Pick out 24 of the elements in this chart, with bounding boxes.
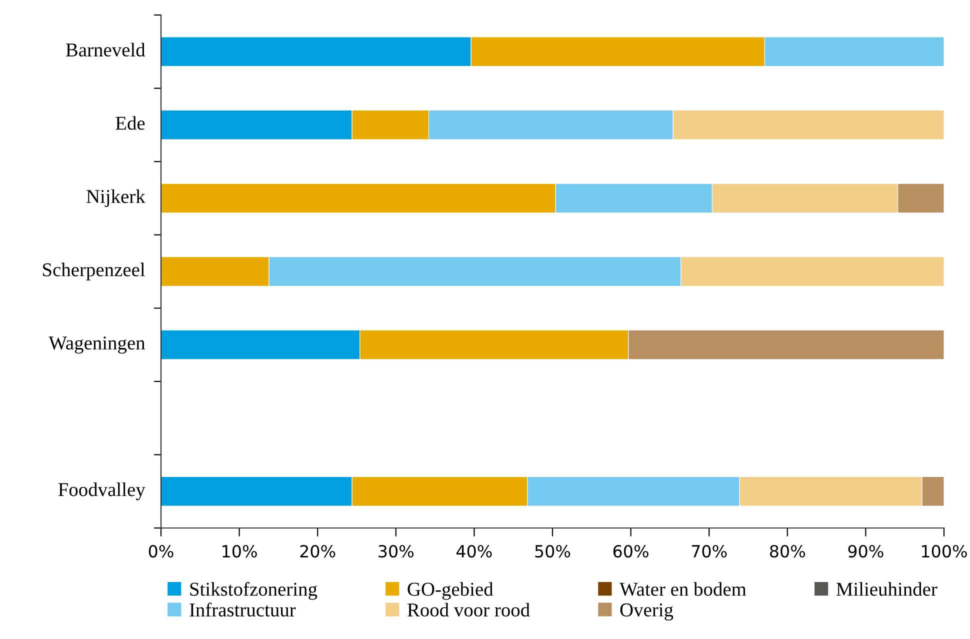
x-tick-label: 70% bbox=[692, 544, 727, 558]
x-tick-label: 0% bbox=[148, 544, 174, 558]
y-tick-label: Nijkerk bbox=[86, 189, 146, 208]
legend-label: Milieuhinder bbox=[836, 582, 938, 596]
legend-label: GO-gebied bbox=[408, 582, 494, 600]
x-tick-label: 90% bbox=[848, 544, 884, 558]
legend-label: Rood voor rood bbox=[408, 602, 530, 617]
y-tick-label: Barneveld bbox=[66, 42, 146, 57]
legend-label: Stikstofzonering bbox=[190, 582, 318, 600]
x-tick-label: 100% bbox=[922, 544, 967, 558]
x-tick-label: 40% bbox=[456, 544, 492, 558]
x-tick-label: 50% bbox=[535, 544, 570, 558]
y-tick-label: Scherpenzeel bbox=[42, 262, 145, 280]
legend-label: Overig bbox=[620, 603, 674, 620]
x-tick-label: 80% bbox=[770, 544, 805, 558]
legend-label: Infrastructuur bbox=[190, 602, 296, 617]
y-tick-label: Foodvalley bbox=[58, 482, 146, 500]
y-tick-label: Wageningen bbox=[48, 336, 146, 354]
x-tick-label: 60% bbox=[613, 544, 648, 558]
legend-label: Water en bodem bbox=[620, 582, 746, 596]
x-tick-label: 30% bbox=[378, 544, 414, 558]
y-tick-label: Ede bbox=[116, 116, 145, 130]
x-tick-label: 20% bbox=[300, 544, 336, 558]
x-tick-label: 10% bbox=[222, 544, 257, 558]
